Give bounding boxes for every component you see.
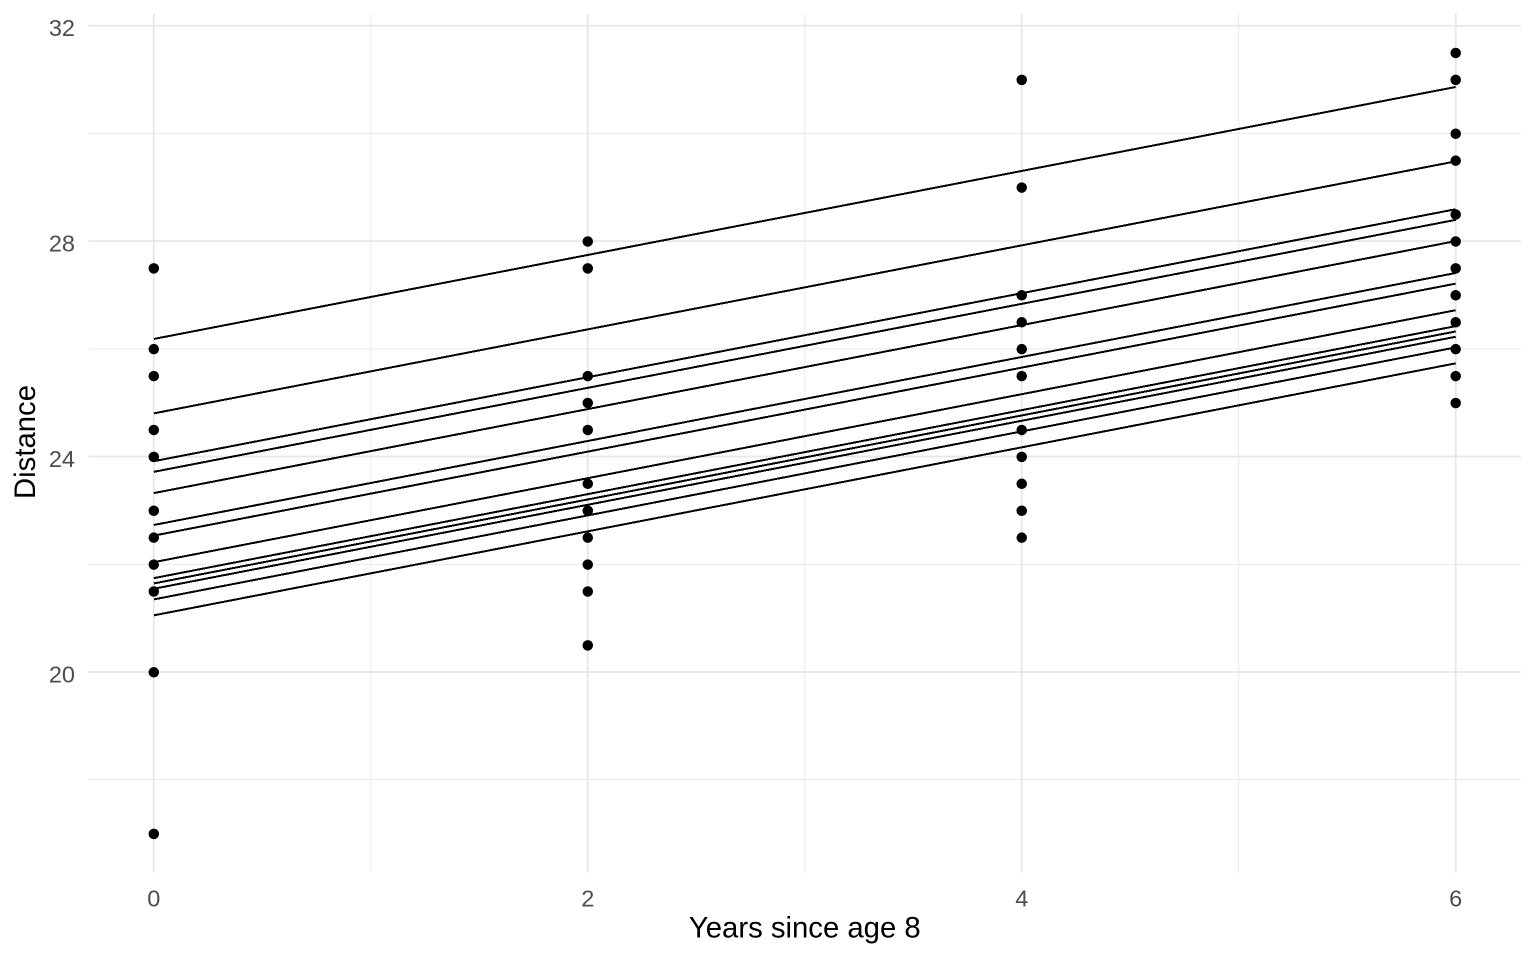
svg-text:Years since age 8: Years since age 8 [689, 912, 921, 945]
svg-text:Distance: Distance [9, 385, 42, 499]
svg-text:2: 2 [581, 886, 594, 912]
svg-text:28: 28 [49, 231, 75, 257]
svg-text:0: 0 [147, 886, 160, 912]
svg-text:4: 4 [1015, 886, 1028, 912]
svg-text:32: 32 [49, 15, 75, 41]
svg-text:24: 24 [49, 446, 75, 472]
svg-text:20: 20 [49, 662, 75, 688]
svg-text:6: 6 [1449, 886, 1462, 912]
